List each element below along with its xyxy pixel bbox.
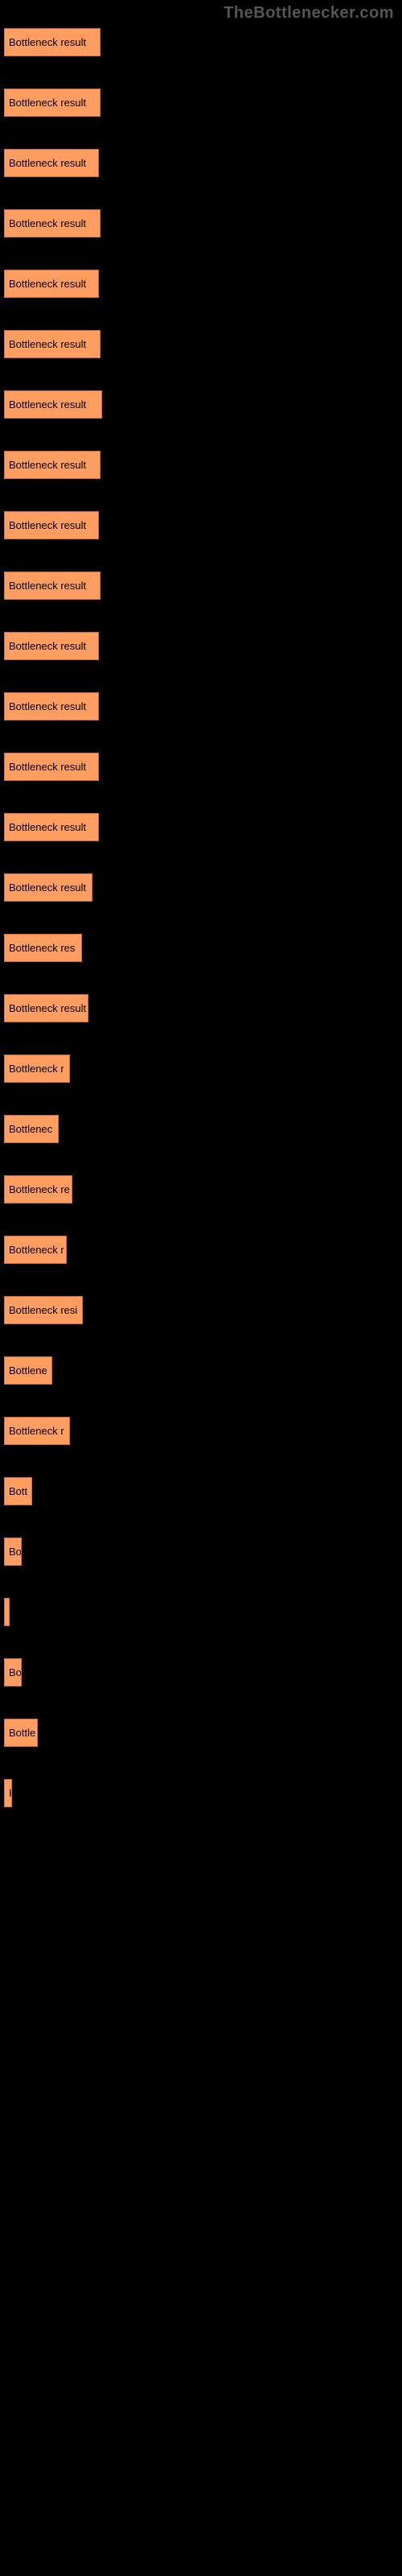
- bar-row: Bottleneck result: [4, 270, 402, 298]
- chart-bar: Bottleneck resi: [4, 1296, 83, 1324]
- bar-label: Bottleneck result: [9, 398, 86, 411]
- bar-label: Bottleneck result: [9, 881, 86, 894]
- bar-row: Bottleneck result: [4, 873, 402, 902]
- bar-label: Bo: [9, 1546, 22, 1558]
- bar-label: Bott: [9, 1485, 27, 1497]
- chart-bar: Bottleneck result: [4, 994, 88, 1022]
- bar-row: Bottleneck result: [4, 209, 402, 237]
- bar-row: Bottleneck result: [4, 813, 402, 841]
- bar-row: Bo: [4, 1538, 402, 1566]
- bar-label: Bottleneck result: [9, 640, 86, 652]
- bar-row: Bottleneck result: [4, 632, 402, 660]
- bar-row: Bottleneck r: [4, 1055, 402, 1083]
- chart-bar: Bottleneck result: [4, 330, 100, 358]
- bar-row: Bottleneck result: [4, 753, 402, 781]
- bar-label: Bottleneck result: [9, 157, 86, 169]
- chart-bar: Bottleneck result: [4, 813, 99, 841]
- bar-row: Bottleneck result: [4, 28, 402, 56]
- bar-row: Bottleneck result: [4, 692, 402, 720]
- bar-row: Bottleneck result: [4, 572, 402, 600]
- chart-bar: Bottleneck result: [4, 873, 92, 902]
- bar-chart: Bottleneck result Bottleneck result Bottle…: [0, 0, 402, 1807]
- bar-row: Bottleneck res: [4, 934, 402, 962]
- bar-row: F: [4, 1779, 402, 1807]
- bar-row: Bottleneck result: [4, 511, 402, 539]
- bar-row: Bottlenec: [4, 1115, 402, 1143]
- bar-label: Bottleneck re: [9, 1183, 70, 1195]
- chart-bar: Bottleneck result: [4, 753, 99, 781]
- bar-label: Bottleneck r: [9, 1244, 64, 1256]
- chart-bar: Bottleneck result: [4, 390, 102, 419]
- bar-row: Bottleneck r: [4, 1236, 402, 1264]
- chart-bar: Bottleneck res: [4, 934, 82, 962]
- bar-row: Bottle: [4, 1719, 402, 1747]
- bar-label: Bottlenec: [9, 1123, 52, 1135]
- bar-row: Bottleneck result: [4, 89, 402, 117]
- bar-label: Bottlene: [9, 1364, 47, 1377]
- bar-row: [4, 1598, 402, 1626]
- bar-label: Bottleneck result: [9, 761, 86, 773]
- chart-bar: Bottlene: [4, 1356, 52, 1385]
- bar-row: Bottleneck re: [4, 1175, 402, 1203]
- bar-label: Bottleneck result: [9, 519, 86, 531]
- chart-bar: Bottleneck re: [4, 1175, 72, 1203]
- chart-bar: Bottlenec: [4, 1115, 59, 1143]
- chart-bar: Bottleneck r: [4, 1236, 67, 1264]
- bar-label: Bottleneck resi: [9, 1304, 77, 1316]
- bar-label: Bottleneck result: [9, 217, 86, 229]
- bar-label: Bottleneck r: [9, 1425, 64, 1437]
- chart-bar: Bottleneck result: [4, 28, 100, 56]
- bar-row: Bott: [4, 1477, 402, 1505]
- bar-label: Bottleneck result: [9, 700, 86, 712]
- chart-bar: Bottleneck result: [4, 270, 99, 298]
- bar-label: Bottleneck result: [9, 459, 86, 471]
- bar-row: Bottleneck resi: [4, 1296, 402, 1324]
- bar-row: Bo: [4, 1658, 402, 1686]
- chart-bar: Bo: [4, 1658, 22, 1686]
- chart-bar: Bottleneck result: [4, 451, 100, 479]
- chart-bar: Bottleneck r: [4, 1055, 70, 1083]
- bar-row: Bottleneck result: [4, 451, 402, 479]
- chart-bar: Bottleneck r: [4, 1417, 70, 1445]
- bar-row: Bottleneck result: [4, 390, 402, 419]
- chart-bar: Bottleneck result: [4, 209, 100, 237]
- bar-label: Bo: [9, 1666, 22, 1678]
- watermark-text: TheBottlenecker.com: [224, 4, 394, 23]
- bar-label: Bottleneck result: [9, 1002, 86, 1014]
- chart-bar: Bottleneck result: [4, 511, 99, 539]
- bar-row: Bottlene: [4, 1356, 402, 1385]
- chart-bar: Bo: [4, 1538, 22, 1566]
- chart-bar: Bottleneck result: [4, 632, 99, 660]
- chart-bar: Bottle: [4, 1719, 38, 1747]
- bar-row: Bottleneck result: [4, 994, 402, 1022]
- chart-bar: Bottleneck result: [4, 149, 99, 177]
- chart-bar: Bottleneck result: [4, 572, 100, 600]
- bar-label: Bottleneck result: [9, 338, 86, 350]
- bar-row: Bottleneck r: [4, 1417, 402, 1445]
- bar-label: Bottleneck res: [9, 942, 75, 954]
- bar-row: Bottleneck result: [4, 330, 402, 358]
- bar-label: Bottle: [9, 1727, 35, 1739]
- chart-bar: Bottleneck result: [4, 692, 99, 720]
- bar-label: Bottleneck result: [9, 97, 86, 109]
- chart-bar: Bott: [4, 1477, 32, 1505]
- chart-bar: [4, 1598, 10, 1626]
- bar-label: Bottleneck result: [9, 36, 86, 48]
- bar-label: Bottleneck result: [9, 278, 86, 290]
- bar-label: Bottleneck result: [9, 821, 86, 833]
- bar-label: Bottleneck result: [9, 580, 86, 592]
- bar-label: F: [9, 1787, 12, 1799]
- chart-bar: F: [4, 1779, 12, 1807]
- bar-label: Bottleneck r: [9, 1063, 64, 1075]
- bar-row: Bottleneck result: [4, 149, 402, 177]
- chart-bar: Bottleneck result: [4, 89, 100, 117]
